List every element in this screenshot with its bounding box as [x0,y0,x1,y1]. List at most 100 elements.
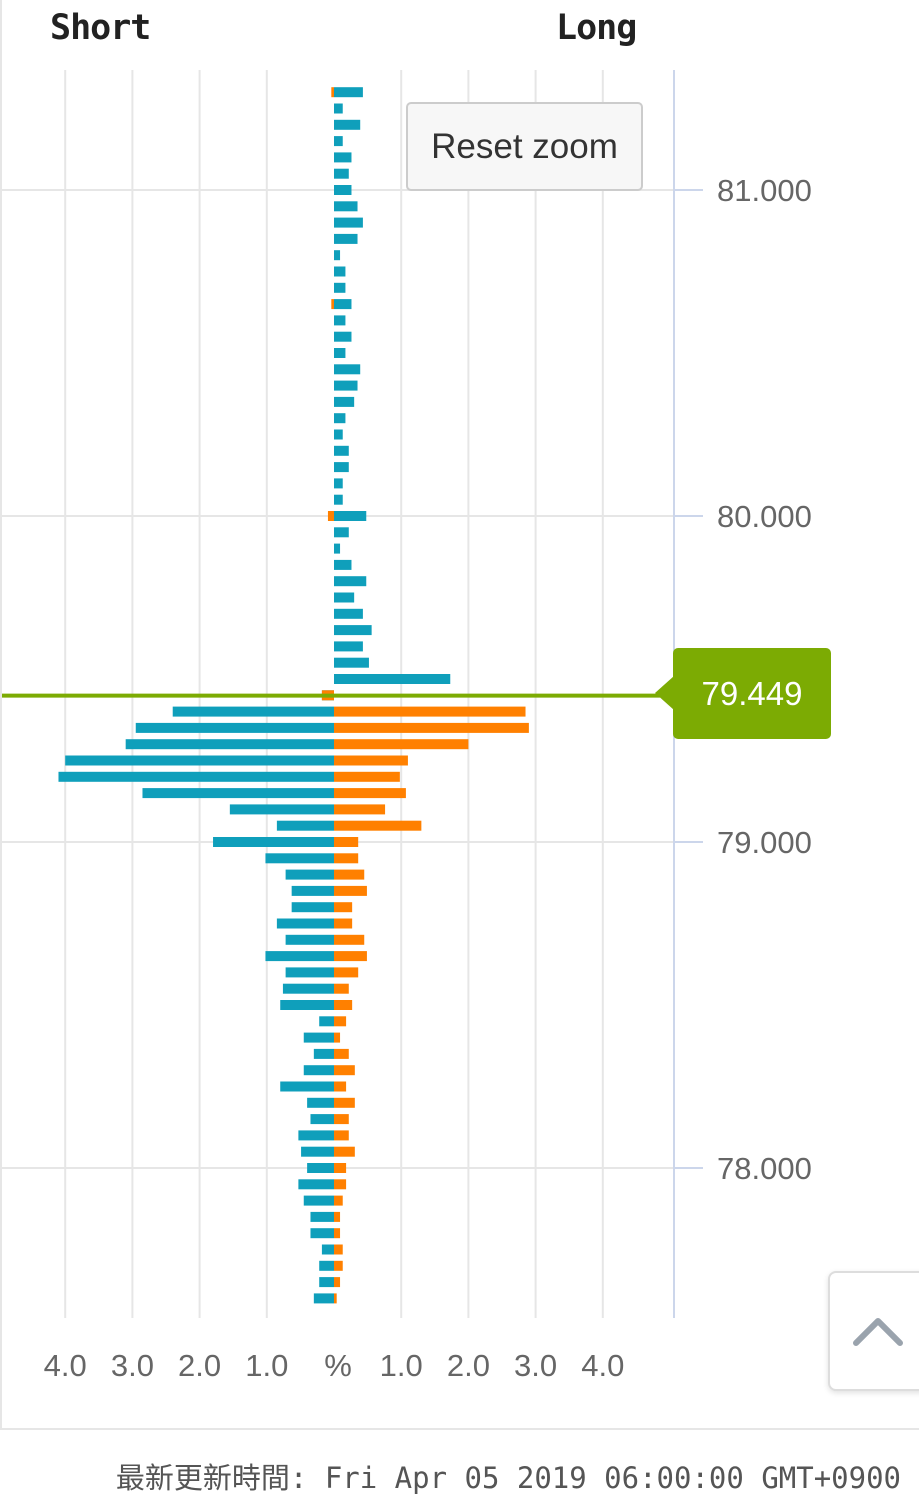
bar-long [334,1293,337,1304]
bar-long [334,1211,341,1222]
bar-long-above-price- [334,217,363,228]
bar-short [310,1211,334,1222]
bar-long-above-price- [334,136,343,147]
bar-long-above-price- [334,380,358,391]
bar-long-above-price- [334,559,352,570]
bar-long [334,918,353,929]
bar-short [282,983,334,994]
current-price-label: 79.449 [673,648,831,739]
bar-long [334,1228,341,1239]
bar-short [319,1260,334,1271]
bar-short [280,1000,334,1010]
bar-short [285,967,334,978]
bar-long [334,1032,341,1043]
x-tick-label: 3.0 [111,1348,154,1383]
bar-short [303,1195,334,1206]
chevron-up-icon [853,1318,903,1346]
bar-long [334,1244,343,1255]
bar-long [334,706,526,717]
bar-short [276,820,334,831]
scroll-to-top-button[interactable] [828,1271,919,1391]
bar-long-above-price- [334,674,451,684]
bar-long-above-price- [334,299,352,310]
bar-short [291,885,334,896]
bar-long [334,820,422,831]
bar-short [125,739,335,750]
bar-short [319,1016,334,1027]
bar-long-above-price- [334,152,352,163]
bar-short [310,1228,334,1239]
current-price-pointer [655,676,674,710]
bar-short [280,1081,334,1092]
bar-long [334,1195,343,1206]
bar-long [334,853,359,864]
bar-long-above-price- [334,168,349,179]
bar-long-above-price- [334,527,349,538]
x-tick-label: % [324,1348,352,1383]
x-tick-label: 3.0 [514,1348,557,1383]
bar-long-above-price- [334,119,361,130]
bar-long-above-price- [334,608,363,619]
bar-long [334,967,359,978]
bar-long [334,1260,343,1271]
bar-long [334,1097,355,1108]
x-tick-label: 4.0 [581,1348,624,1383]
bar-short [213,837,334,847]
bar-short [313,1293,334,1304]
bar-long-above-price- [334,250,341,261]
bar-long [334,739,469,750]
bar-long [334,902,353,913]
bar-long-above-price- [334,429,343,440]
bar-long [334,951,367,962]
reset-zoom-button[interactable]: Reset zoom [406,102,643,191]
bar-long [334,1081,347,1092]
last-updated-label: 最新更新時間: [115,1461,308,1495]
bar-long-above-price- [334,315,346,326]
x-tick-label: 2.0 [178,1348,221,1383]
bar-long-above-price- [334,201,358,212]
bar-long-above-price- [334,592,355,603]
last-updated-value: Fri Apr 05 2019 06:00:00 GMT+0900 [324,1461,901,1495]
order-book-chart[interactable]: 81.000 80.000 79.000 78.000 4.0 3.0 2.0 1.0% 1.0… [0,0,919,1430]
y-tick-label: 79.000 [717,825,812,860]
y-tick-label: 81.000 [717,173,812,208]
bar-long [334,1163,347,1173]
bar-long-above-price- [334,185,352,195]
bar-long-above-price- [334,103,343,114]
bar-long-above-price- [334,364,361,375]
x-tick-label: 1.0 [245,1348,288,1383]
x-tick-label: 1.0 [380,1348,423,1383]
bar-long [334,1016,347,1027]
bar-short [229,804,334,815]
bar-short [313,1048,334,1059]
bar-long-above-price- [334,511,367,521]
bar-long-above-price- [334,478,343,489]
bar-long-above-price- [334,462,349,473]
bar-long [334,1065,355,1076]
bar-short [135,722,334,733]
bar-short [65,755,334,766]
bar-long [334,837,359,847]
bar-long [334,1277,341,1288]
bar-long-above-price- [334,331,352,342]
bar-series [58,87,529,1304]
bar-long [334,722,529,733]
bar-long-above-price- [334,413,346,424]
bar-short [310,1114,334,1125]
bar-long [334,869,365,880]
bar-long [334,1146,355,1157]
bar-long [334,934,365,945]
bar-short [303,1065,334,1076]
last-updated: 最新更新時間: Fri Apr 05 2019 06:00:00 GMT+090… [116,1455,901,1497]
bar-short [307,1163,334,1173]
y-tick-label: 78.000 [717,1151,812,1186]
bar-short [298,1130,334,1141]
bar-short [321,1244,334,1255]
bar-short [285,934,334,945]
bar-long-above-price- [334,543,341,554]
bar-long-above-price- [334,641,363,652]
bar-short [298,1179,334,1190]
bar-long-above-price- [334,494,343,505]
bar-long-above-price- [334,87,363,98]
y-tick-label: 80.000 [717,499,812,534]
